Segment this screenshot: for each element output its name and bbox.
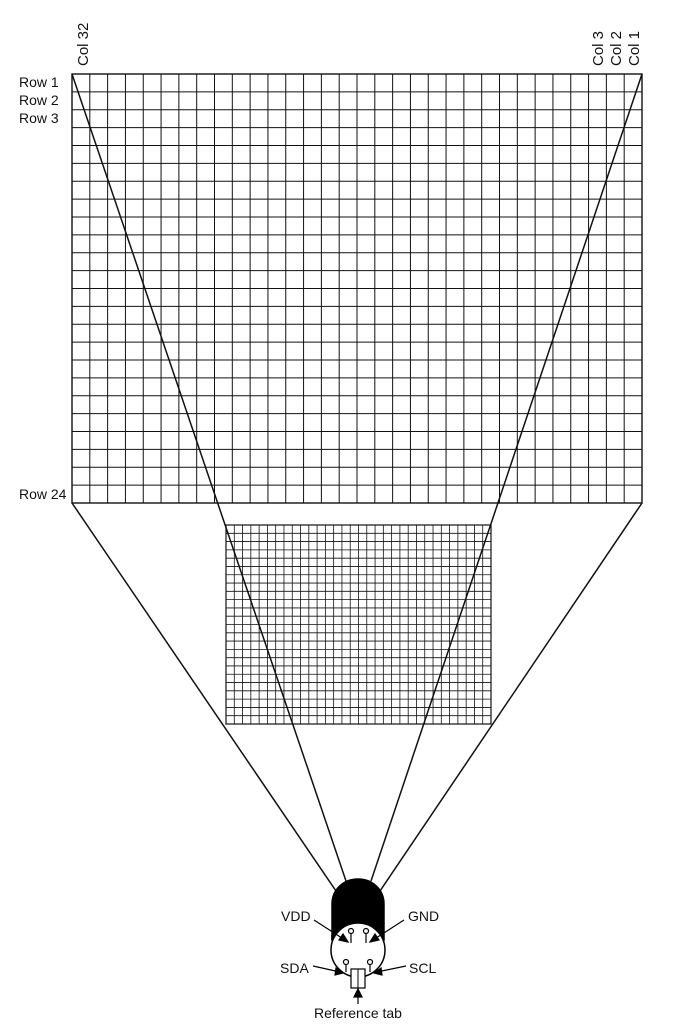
pin-label-scl: SCL (409, 960, 436, 976)
row-label-24: Row 24 (19, 486, 67, 502)
pin-label-vdd: VDD (281, 908, 311, 924)
fov-ray (379, 502, 643, 892)
pin-scl-icon (366, 958, 374, 972)
pin-vdd-icon (347, 927, 355, 943)
pin-leader-arrows (312, 919, 407, 1004)
fov-ray (370, 73, 643, 882)
col-label-2: Col 2 (608, 31, 625, 66)
pixel-grid-far (71, 73, 643, 504)
row-label-2: Row 2 (19, 92, 59, 108)
sensor-cap (331, 878, 385, 941)
reference-tab-label: Reference tab (314, 1005, 402, 1021)
col-label-1: Col 1 (626, 31, 643, 66)
sensor-package (330, 878, 386, 989)
fov-ray (71, 73, 347, 882)
pin-gnd-icon (362, 927, 370, 943)
field-of-view-rays (71, 73, 643, 892)
pin-label-gnd: GND (408, 908, 439, 924)
fov-ray (71, 502, 337, 892)
row-label-3: Row 3 (19, 110, 59, 126)
pixel-grid-near (225, 524, 492, 725)
pin-sda-icon (342, 958, 350, 972)
col-label-32: Col 32 (75, 23, 92, 66)
col-label-3: Col 3 (590, 31, 607, 66)
pin-label-sda: SDA (280, 960, 309, 976)
row-label-1: Row 1 (19, 74, 59, 90)
